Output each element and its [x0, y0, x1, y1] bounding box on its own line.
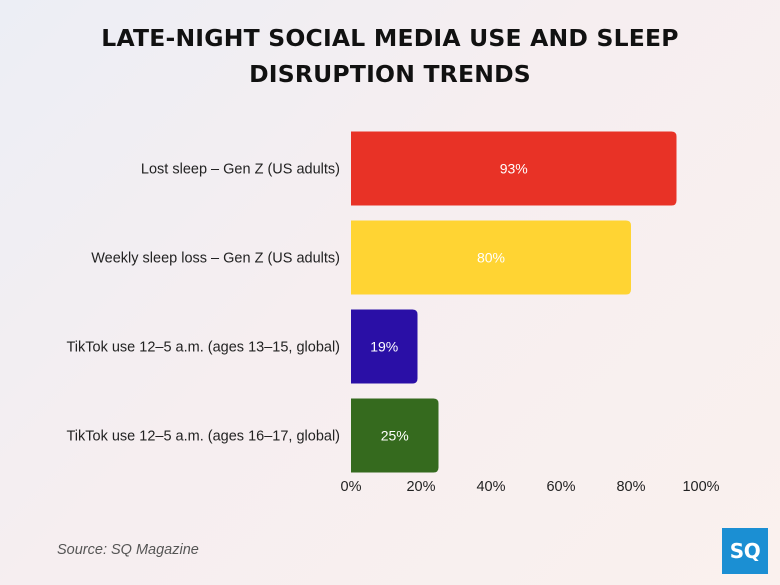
- x-tick-label: 100%: [682, 479, 719, 495]
- source-note: Source: SQ Magazine: [57, 542, 199, 558]
- bar-value-label: 19%: [370, 339, 398, 355]
- sq-logo: SQ: [722, 528, 768, 574]
- category-label: Lost sleep – Gen Z (US adults): [141, 162, 340, 178]
- category-label: Weekly sleep loss – Gen Z (US adults): [91, 251, 340, 267]
- bar: [351, 398, 439, 473]
- chart-title-line-2: DISRUPTION TRENDS: [249, 60, 531, 88]
- bar: [351, 220, 631, 295]
- x-tick-label: 40%: [476, 479, 505, 495]
- chart-title: LATE-NIGHT SOCIAL MEDIA USE AND SLEEP DI…: [0, 20, 780, 92]
- bar-value-label: 25%: [381, 428, 409, 444]
- bar-value-label: 93%: [500, 161, 528, 177]
- x-tick-label: 0%: [341, 479, 362, 495]
- x-tick-label: 60%: [546, 479, 575, 495]
- category-label: TikTok use 12–5 a.m. (ages 16–17, global…: [66, 429, 340, 445]
- x-tick-label: 20%: [406, 479, 435, 495]
- chart-title-line-1: LATE-NIGHT SOCIAL MEDIA USE AND SLEEP: [101, 24, 679, 52]
- category-label: TikTok use 12–5 a.m. (ages 13–15, global…: [66, 340, 340, 356]
- bar: [351, 309, 418, 384]
- bar: [351, 131, 677, 206]
- bar-value-label: 80%: [477, 250, 505, 266]
- x-tick-label: 80%: [616, 479, 645, 495]
